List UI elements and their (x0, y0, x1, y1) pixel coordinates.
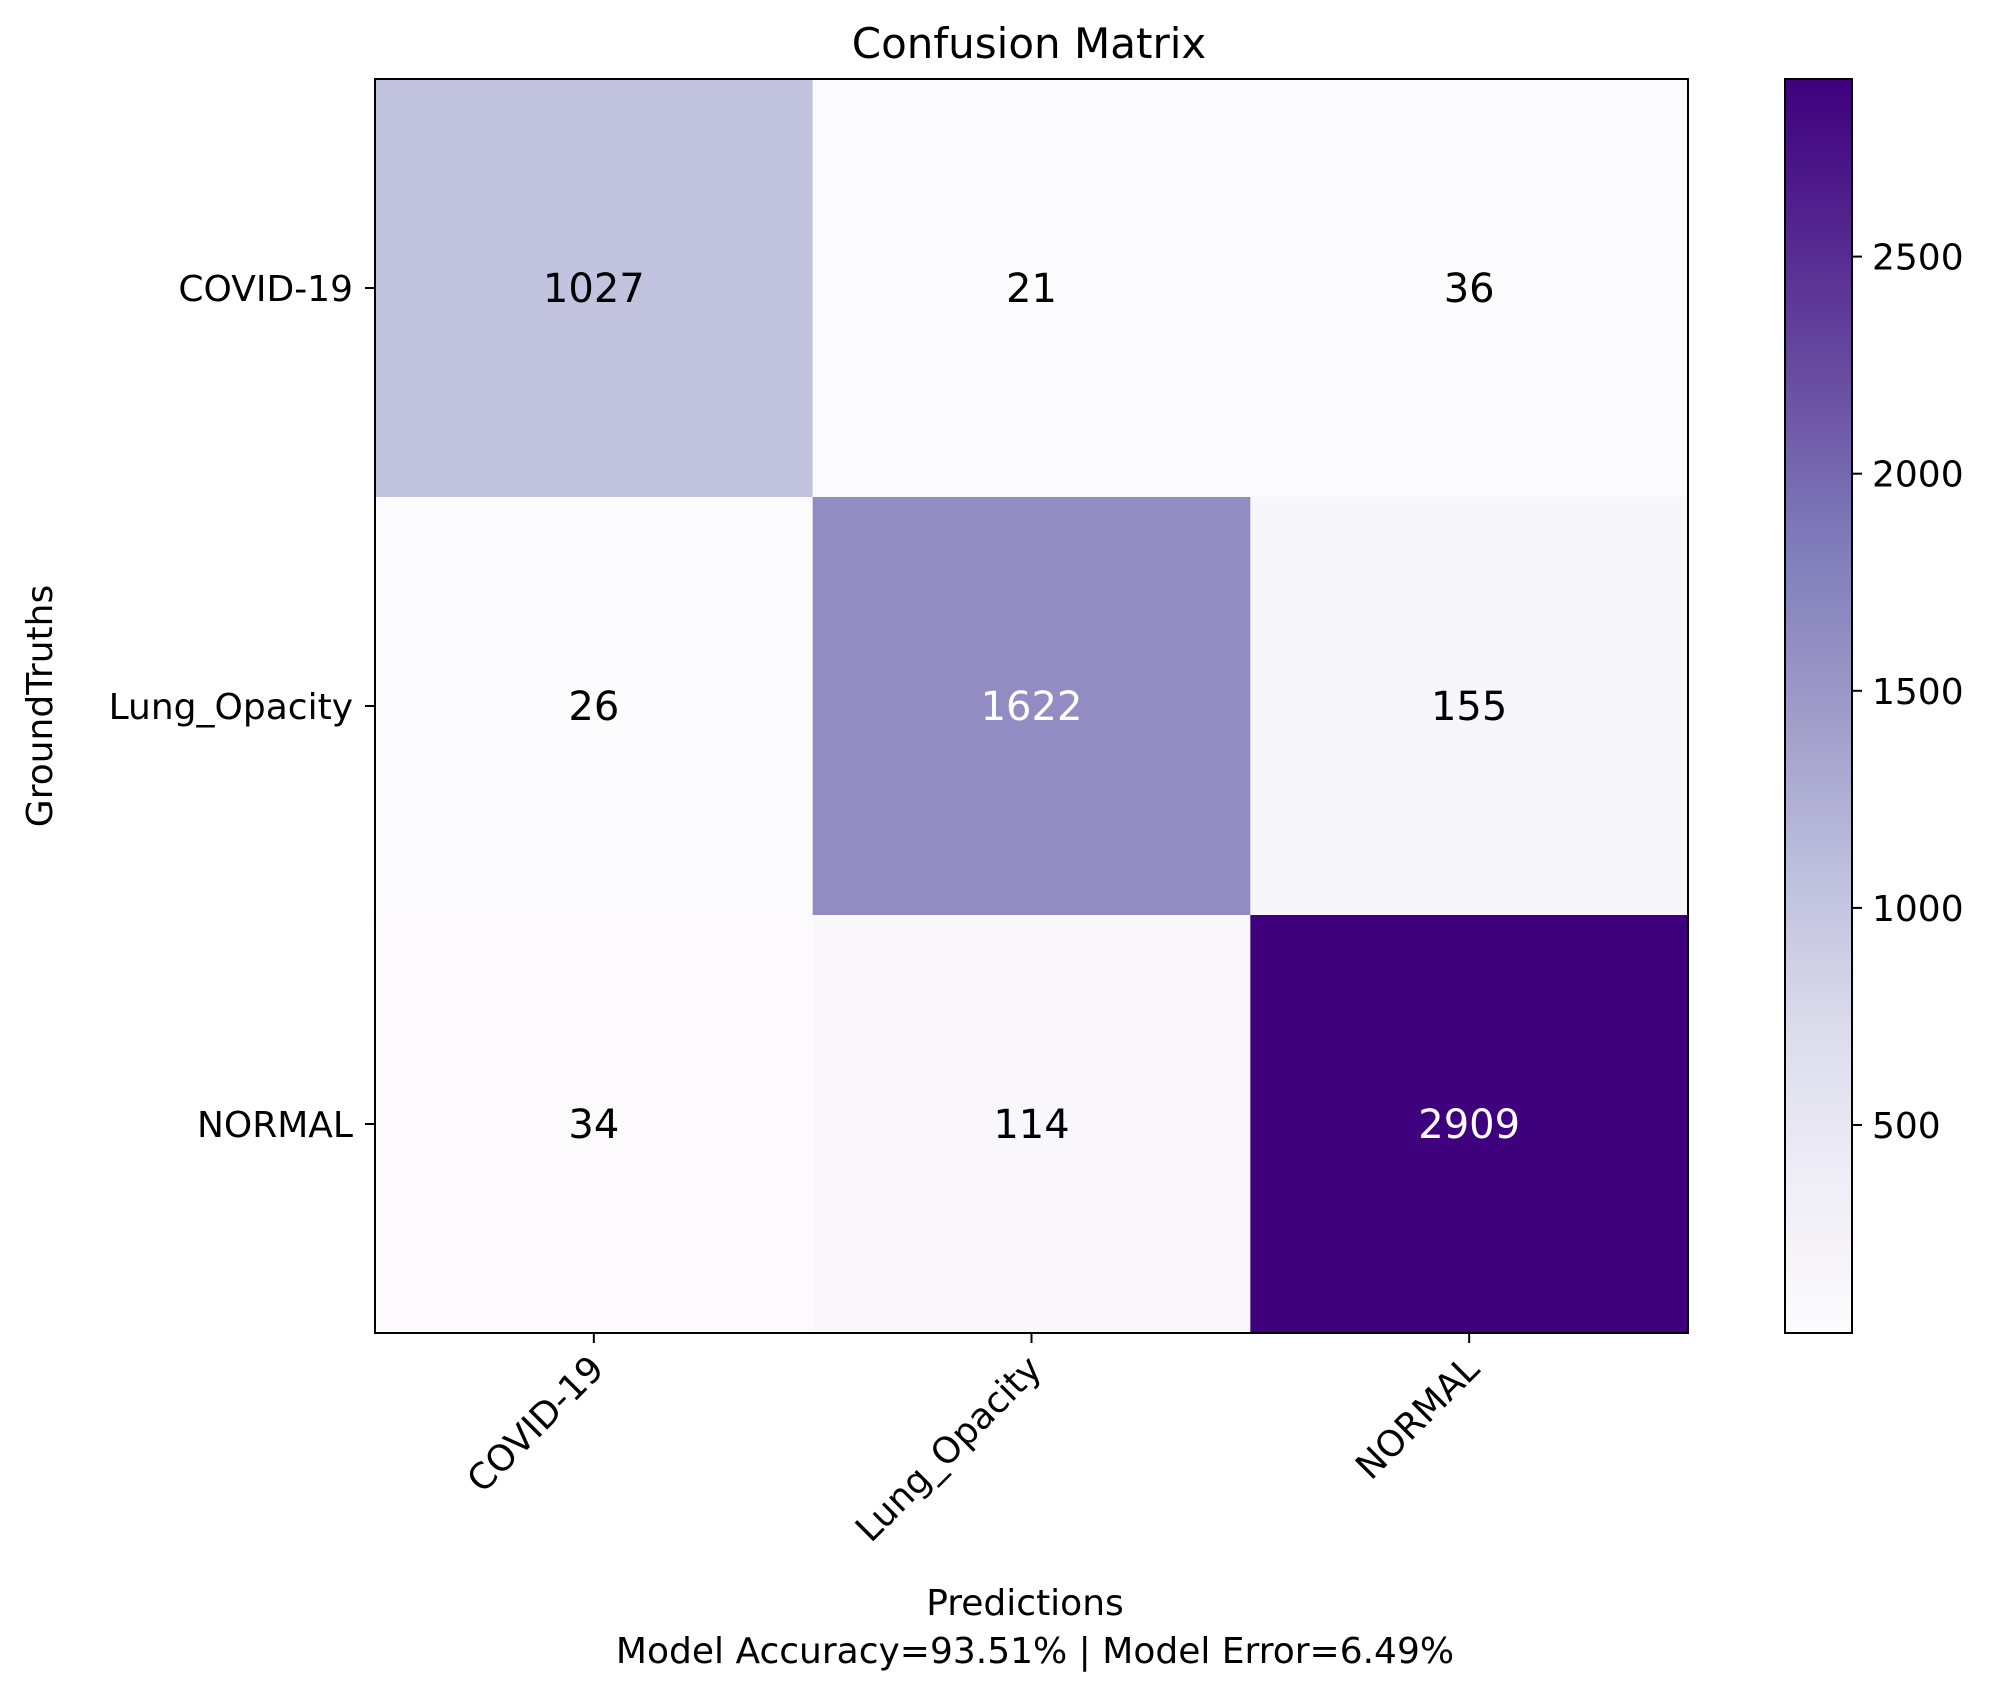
heatmap-cell (812, 79, 1251, 498)
heatmap-cell (1250, 915, 1689, 1334)
colorbar-tick-label: 1500 (1872, 672, 1964, 713)
heatmap-cell (812, 497, 1251, 916)
colorbar-tick-label: 2500 (1872, 238, 1964, 279)
heatmap-cells: 1027 21 36 26 1622 155 34 114 2909 (375, 79, 1689, 1334)
colorbar-ticks: 500 1000 1500 2000 2500 (1852, 238, 1964, 1147)
accuracy-note: Model Accuracy=93.51% | Model Error=6.49… (616, 1631, 1454, 1672)
cell-value-label: 1027 (543, 266, 645, 312)
cell-value-label: 36 (1444, 266, 1495, 312)
heatmap-cell (375, 497, 814, 916)
y-axis-label: GroundTruths (20, 585, 61, 827)
heatmap-cell (812, 915, 1251, 1334)
x-tick-label: COVID-19 (460, 1348, 612, 1500)
x-axis-label: Predictions (926, 1583, 1124, 1624)
y-tick-label: COVID-19 (178, 269, 353, 310)
x-tick-label: NORMAL (1348, 1348, 1487, 1487)
heatmap-cell (1250, 79, 1689, 498)
chart-title: Confusion Matrix (852, 19, 1207, 68)
colorbar-tick-label: 1000 (1872, 889, 1964, 930)
heatmap-cell (375, 915, 814, 1334)
colorbar-tick-label: 2000 (1872, 455, 1964, 496)
y-tick-label: NORMAL (197, 1105, 353, 1146)
cell-value-label: 34 (568, 1102, 619, 1148)
cell-value-label: 21 (1006, 266, 1057, 312)
y-axis: COVID-19 Lung_Opacity NORMAL (109, 269, 375, 1146)
x-axis: COVID-19 Lung_Opacity NORMAL (460, 1333, 1488, 1550)
colorbar-tick-label: 500 (1872, 1106, 1941, 1147)
x-tick-label: Lung_Opacity (848, 1348, 1050, 1550)
cell-value-label: 155 (1431, 684, 1507, 730)
cell-value-label: 1622 (981, 684, 1083, 730)
cell-value-label: 26 (568, 684, 619, 730)
cell-value-label: 114 (993, 1102, 1069, 1148)
heatmap-cell (1250, 497, 1689, 916)
heatmap-cell (375, 79, 814, 498)
colorbar (1784, 78, 1853, 1334)
y-tick-label: Lung_Opacity (109, 687, 353, 728)
cell-value-label: 2909 (1418, 1102, 1520, 1148)
